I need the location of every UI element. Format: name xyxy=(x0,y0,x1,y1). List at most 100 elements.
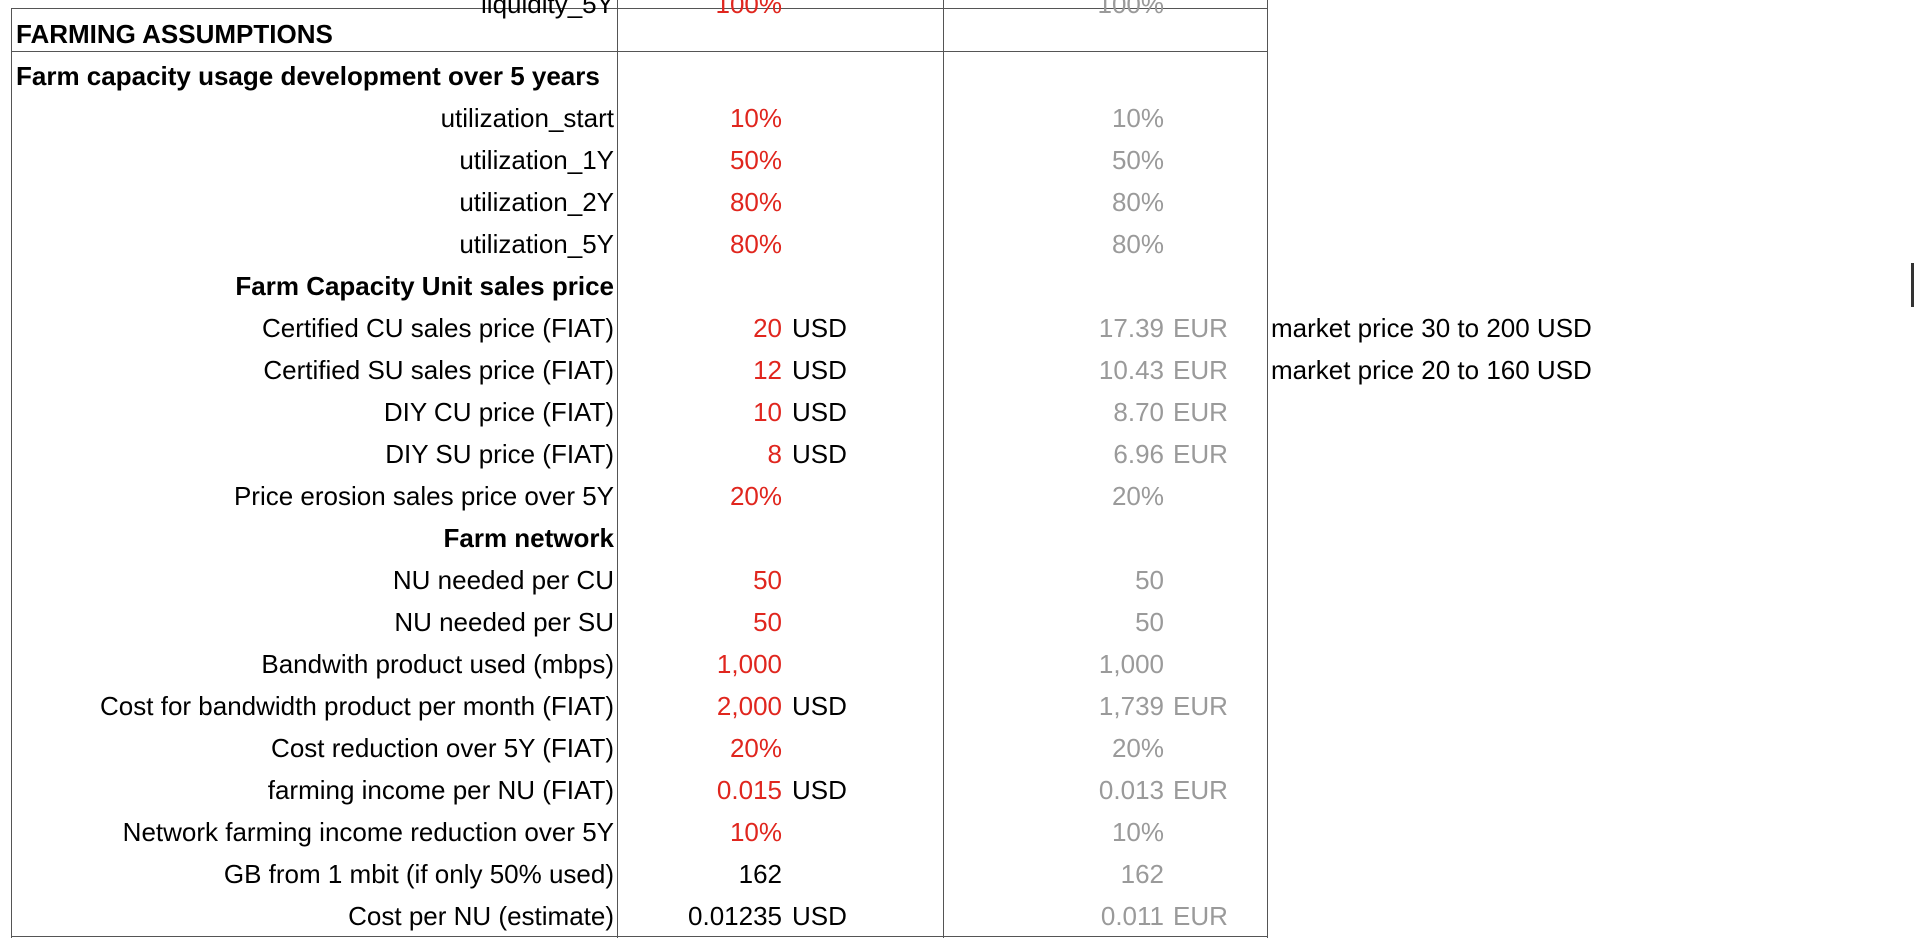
grid-line xyxy=(943,0,944,938)
eur-unit[interactable]: EUR xyxy=(1173,397,1228,427)
row-label[interactable]: utilization_start xyxy=(440,103,614,133)
eur-value-cell[interactable]: 10% xyxy=(1111,103,1164,133)
group-header[interactable]: Farm Capacity Unit sales price xyxy=(235,271,614,301)
row-label[interactable]: liquidity_5Y xyxy=(481,0,614,19)
eur-value-cell[interactable]: 100% xyxy=(1097,0,1165,19)
eur-unit[interactable]: EUR xyxy=(1173,775,1228,805)
row-label[interactable]: DIY CU price (FIAT) xyxy=(383,397,614,427)
eur-value-cell[interactable]: 1,000 xyxy=(1098,649,1164,679)
table-row: utilization_1Y 50% 50% xyxy=(0,139,1914,181)
row-label[interactable]: utilization_5Y xyxy=(459,229,614,259)
row-label[interactable]: Cost for bandwidth product per month (FI… xyxy=(100,691,614,721)
usd-value-cell[interactable]: 10% xyxy=(729,817,782,847)
group-header[interactable]: Farm network xyxy=(443,523,615,553)
usd-unit[interactable]: USD xyxy=(792,775,847,805)
usd-value-cell[interactable]: 0.01235 xyxy=(688,901,782,931)
usd-value-cell[interactable]: 80% xyxy=(729,187,782,217)
usd-value-cell[interactable]: 162 xyxy=(738,859,782,889)
eur-unit[interactable]: EUR xyxy=(1173,691,1228,721)
eur-value-cell[interactable]: 10.43 xyxy=(1098,355,1164,385)
eur-unit[interactable]: EUR xyxy=(1173,439,1228,469)
note-cell[interactable]: market price 30 to 200 USD xyxy=(1271,313,1592,343)
table-row: Cost per NU (estimate) 0.01235 USD 0.011 EUR xyxy=(0,895,1914,937)
eur-value-cell[interactable]: 10% xyxy=(1111,817,1164,847)
row-label[interactable]: NU needed per CU xyxy=(392,565,614,595)
partial-top-row: liquidity_5Y 100% 100% xyxy=(0,0,1914,25)
usd-value-cell[interactable]: 50% xyxy=(729,145,782,175)
table-row: Cost for bandwidth product per month (FI… xyxy=(0,685,1914,727)
usd-value-cell[interactable]: 0.015 xyxy=(716,775,782,805)
usd-unit[interactable]: USD xyxy=(792,397,847,427)
usd-value-cell[interactable]: 1,000 xyxy=(716,649,782,679)
eur-value-cell[interactable]: 1,739 xyxy=(1098,691,1164,721)
usd-unit[interactable]: USD xyxy=(792,355,847,385)
eur-unit[interactable]: EUR xyxy=(1173,313,1228,343)
eur-value-cell[interactable]: 162 xyxy=(1120,859,1164,889)
eur-value-cell[interactable]: 0.011 xyxy=(1100,901,1164,931)
eur-value-cell[interactable]: 50 xyxy=(1135,565,1164,595)
table-row: DIY CU price (FIAT) 10 USD 8.70 EUR xyxy=(0,391,1914,433)
grid-line xyxy=(1267,0,1268,938)
table-row: Farm Capacity Unit sales price xyxy=(0,265,1914,307)
subsection-title[interactable]: Farm capacity usage development over 5 y… xyxy=(16,61,600,91)
table-row: GB from 1 mbit (if only 50% used) 162 162 xyxy=(0,853,1914,895)
section-title[interactable]: FARMING ASSUMPTIONS xyxy=(16,19,333,49)
grid-line xyxy=(11,8,12,938)
eur-value-cell[interactable]: 80% xyxy=(1111,187,1164,217)
row-label[interactable]: Cost reduction over 5Y (FIAT) xyxy=(271,733,614,763)
row-label[interactable]: farming income per NU (FIAT) xyxy=(267,775,614,805)
eur-value-cell[interactable]: 17.39 xyxy=(1098,313,1164,343)
usd-unit[interactable]: USD xyxy=(792,313,847,343)
table-row: Certified SU sales price (FIAT) 12 USD 10.4… xyxy=(0,349,1914,391)
usd-value-cell[interactable]: 80% xyxy=(729,229,782,259)
table-row: farming income per NU (FIAT) 0.015 USD 0.01… xyxy=(0,769,1914,811)
eur-unit[interactable]: EUR xyxy=(1173,901,1228,931)
eur-unit[interactable]: EUR xyxy=(1173,355,1228,385)
table-row: Farm capacity usage development over 5 y… xyxy=(0,55,1914,97)
table-row: DIY SU price (FIAT) 8 USD 6.96 EUR xyxy=(0,433,1914,475)
grid-line xyxy=(11,8,1268,9)
eur-value-cell[interactable]: 80% xyxy=(1111,229,1164,259)
grid-line xyxy=(617,0,618,938)
usd-value-cell[interactable]: 50 xyxy=(753,565,782,595)
table-row: NU needed per SU 50 50 xyxy=(0,601,1914,643)
row-label[interactable]: GB from 1 mbit (if only 50% used) xyxy=(223,859,614,889)
eur-value-cell[interactable]: 20% xyxy=(1111,481,1164,511)
grid-line xyxy=(11,51,1268,52)
table-row: utilization_start 10% 10% xyxy=(0,97,1914,139)
usd-value-cell[interactable]: 100% xyxy=(715,0,783,19)
scrollbar-marker[interactable] xyxy=(1911,263,1914,307)
usd-unit[interactable]: USD xyxy=(792,439,847,469)
eur-value-cell[interactable]: 6.96 xyxy=(1113,439,1164,469)
table-row: Farm network xyxy=(0,517,1914,559)
usd-unit[interactable]: USD xyxy=(792,901,847,931)
eur-value-cell[interactable]: 50% xyxy=(1111,145,1164,175)
row-label[interactable]: Certified SU sales price (FIAT) xyxy=(263,355,614,385)
row-label[interactable]: DIY SU price (FIAT) xyxy=(385,439,614,469)
usd-value-cell[interactable]: 20% xyxy=(729,481,782,511)
eur-value-cell[interactable]: 0.013 xyxy=(1098,775,1164,805)
eur-value-cell[interactable]: 20% xyxy=(1111,733,1164,763)
usd-value-cell[interactable]: 20% xyxy=(729,733,782,763)
table-row: utilization_2Y 80% 80% xyxy=(0,181,1914,223)
usd-value-cell[interactable]: 20 xyxy=(753,313,782,343)
row-label[interactable]: Price erosion sales price over 5Y xyxy=(233,481,614,511)
usd-unit[interactable]: USD xyxy=(792,691,847,721)
row-label[interactable]: Cost per NU (estimate) xyxy=(348,901,614,931)
row-label[interactable]: utilization_2Y xyxy=(459,187,614,217)
eur-value-cell[interactable]: 50 xyxy=(1135,607,1164,637)
usd-value-cell[interactable]: 50 xyxy=(753,607,782,637)
eur-value-cell[interactable]: 8.70 xyxy=(1113,397,1164,427)
usd-value-cell[interactable]: 2,000 xyxy=(716,691,782,721)
row-label[interactable]: utilization_1Y xyxy=(459,145,614,175)
table-row: Bandwith product used (mbps) 1,000 1,000 xyxy=(0,643,1914,685)
usd-value-cell[interactable]: 12 xyxy=(753,355,782,385)
usd-value-cell[interactable]: 8 xyxy=(767,439,782,469)
row-label[interactable]: Bandwith product used (mbps) xyxy=(261,649,614,679)
usd-value-cell[interactable]: 10 xyxy=(753,397,782,427)
note-cell[interactable]: market price 20 to 160 USD xyxy=(1271,355,1592,385)
usd-value-cell[interactable]: 10% xyxy=(729,103,782,133)
row-label[interactable]: NU needed per SU xyxy=(394,607,614,637)
row-label[interactable]: Certified CU sales price (FIAT) xyxy=(261,313,614,343)
row-label[interactable]: Network farming income reduction over 5Y xyxy=(122,817,614,847)
